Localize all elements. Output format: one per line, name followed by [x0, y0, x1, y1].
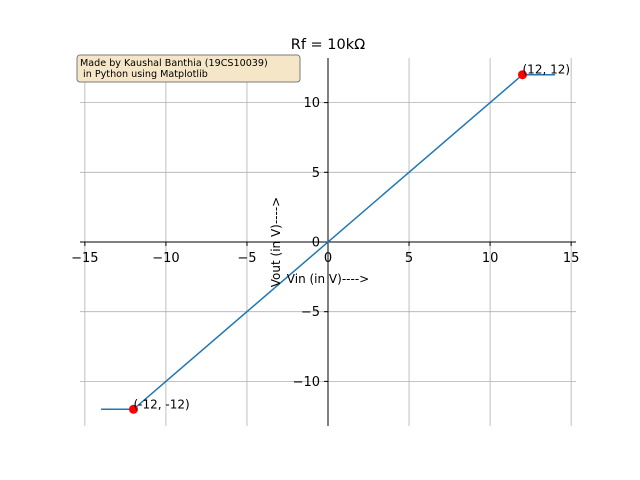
x-tick-label: −15 [71, 251, 98, 266]
axes: −15 −10 −5 0 5 10 15 −10 −5 0 5 10 [71, 58, 579, 426]
x-tick-label: −5 [237, 251, 256, 266]
x-tick-label: 10 [482, 251, 499, 266]
y-tick-label: 10 [303, 96, 320, 111]
x-tick-label: 0 [324, 251, 332, 266]
x-tick-label: 15 [563, 251, 580, 266]
y-tick-label: −5 [301, 305, 320, 320]
series-layer [101, 73, 555, 411]
x-axis-label: Vin (in V)----> [287, 272, 369, 286]
x-tick-label: −10 [152, 251, 179, 266]
credit-box-background [76, 54, 301, 83]
y-tick-label: 0 [312, 236, 320, 251]
points-layer: (12, 12) (-12, -12) [128, 63, 571, 414]
series-line [101, 73, 555, 411]
highlight-point [518, 70, 528, 80]
point-annotation: (12, 12) [523, 63, 571, 77]
x-tick-label: 5 [405, 251, 413, 266]
y-axis-label: Vout (in V)----> [269, 197, 283, 287]
y-tick-label: −10 [293, 375, 320, 390]
credit-box: Made by Kaushal Banthia (19CS10039) in P… [76, 54, 301, 83]
credit-line-2: in Python using Matplotlib [80, 69, 208, 80]
point-annotation: (-12, -12) [133, 397, 189, 411]
y-tick-label: 5 [312, 166, 320, 181]
chart-title: Rf = 10kΩ [291, 37, 365, 53]
highlight-point [128, 404, 138, 414]
credit-line-1: Made by Kaushal Banthia (19CS10039) [80, 58, 268, 69]
